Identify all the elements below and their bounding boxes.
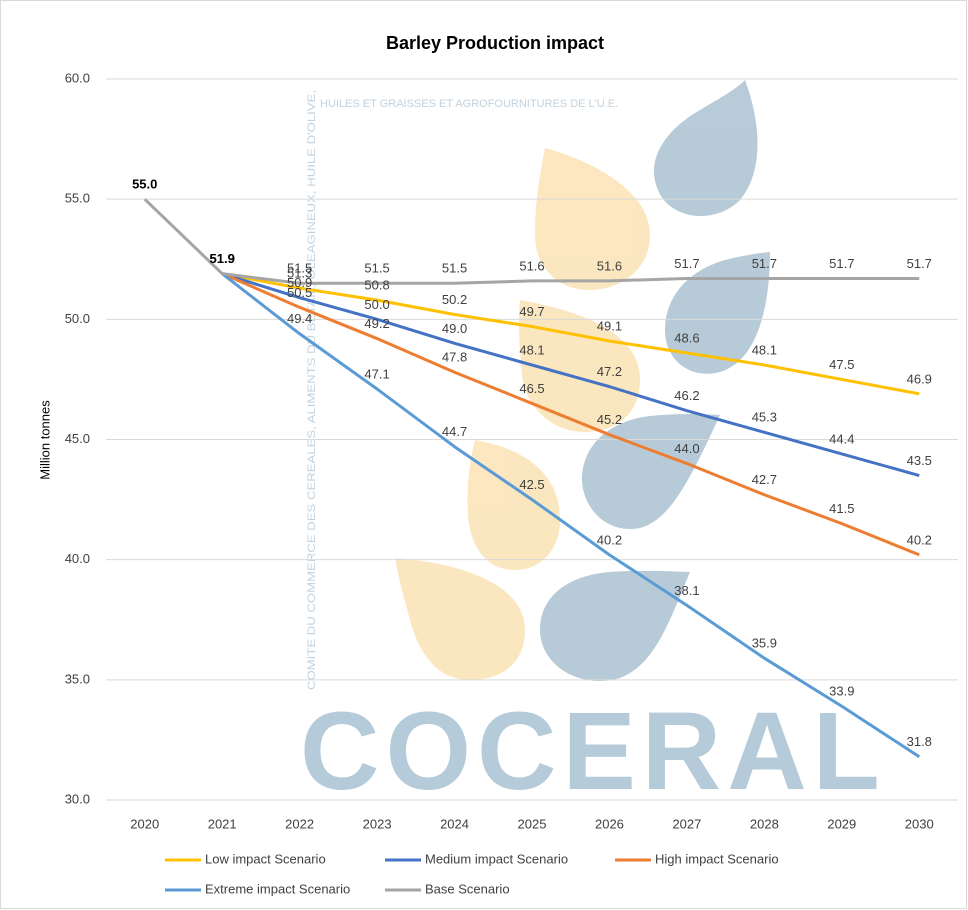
watermark-logo: COCERAL — [300, 690, 886, 813]
x-tick-label: 2030 — [905, 816, 934, 831]
watermark-text: COMITE DU COMMERCE DES CEREALES, ALIMENT… — [306, 90, 318, 690]
legend-label: High impact Scenario — [655, 851, 779, 866]
x-tick-label: 2024 — [440, 816, 469, 831]
y-tick-label: 45.0 — [65, 431, 90, 446]
y-tick-label: 55.0 — [65, 191, 90, 206]
data-label: 51.5 — [287, 261, 312, 276]
x-tick-label: 2028 — [750, 816, 779, 831]
data-label: 50.8 — [364, 278, 389, 293]
data-label: 49.2 — [364, 316, 389, 331]
data-label: 33.9 — [829, 684, 854, 699]
data-label: 46.9 — [907, 371, 932, 386]
data-label: 38.1 — [674, 583, 699, 598]
data-label: 43.5 — [907, 453, 932, 468]
data-label: 51.7 — [907, 256, 932, 271]
data-label: 47.1 — [364, 366, 389, 381]
legend-label: Low impact Scenario — [205, 851, 326, 866]
legend-label: Base Scenario — [425, 881, 510, 896]
data-label: 50.0 — [364, 297, 389, 312]
data-label: 51.6 — [597, 258, 622, 273]
data-label: 49.7 — [519, 304, 544, 319]
x-tick-label: 2022 — [285, 816, 314, 831]
legend-label: Medium impact Scenario — [425, 851, 568, 866]
data-label: 51.7 — [752, 256, 777, 271]
data-label: 48.1 — [752, 342, 777, 357]
data-label: 51.9 — [210, 251, 235, 266]
y-tick-label: 50.0 — [65, 311, 90, 326]
data-label: 47.8 — [442, 350, 467, 365]
x-tick-label: 2026 — [595, 816, 624, 831]
data-label: 51.5 — [442, 261, 467, 276]
data-label: 45.2 — [597, 412, 622, 427]
data-label: 44.4 — [829, 431, 854, 446]
data-label: 51.7 — [674, 256, 699, 271]
data-label: 47.2 — [597, 364, 622, 379]
y-tick-label: 35.0 — [65, 671, 90, 686]
data-label: 50.2 — [442, 292, 467, 307]
data-label: 35.9 — [752, 636, 777, 651]
chart: COCERAL HUILES ET GRAISSES ET AGROFOURNI… — [0, 0, 968, 910]
data-label: 48.6 — [674, 330, 699, 345]
data-label: 50.5 — [287, 285, 312, 300]
data-label: 44.7 — [442, 424, 467, 439]
legend-label: Extreme impact Scenario — [205, 881, 350, 896]
x-tick-label: 2021 — [208, 816, 237, 831]
data-label: 49.1 — [597, 318, 622, 333]
x-tick-label: 2023 — [363, 816, 392, 831]
data-label: 51.5 — [364, 261, 389, 276]
data-label: 55.0 — [132, 177, 157, 192]
data-label: 49.0 — [442, 321, 467, 336]
data-label: 46.2 — [674, 388, 699, 403]
y-axis-title: Million tonnes — [37, 400, 52, 480]
data-label: 41.5 — [829, 501, 854, 516]
data-label: 40.2 — [907, 532, 932, 547]
x-tick-label: 2025 — [518, 816, 547, 831]
data-label: 49.4 — [287, 311, 312, 326]
data-label: 45.3 — [752, 410, 777, 425]
data-label: 44.0 — [674, 441, 699, 456]
x-tick-label: 2029 — [827, 816, 856, 831]
data-label: 46.5 — [519, 381, 544, 396]
data-label: 42.5 — [519, 477, 544, 492]
y-tick-label: 60.0 — [65, 70, 90, 85]
data-label: 51.6 — [519, 258, 544, 273]
x-tick-label: 2020 — [130, 816, 159, 831]
data-label: 51.7 — [829, 256, 854, 271]
y-tick-label: 30.0 — [65, 791, 90, 806]
data-label: 48.1 — [519, 342, 544, 357]
x-tick-label: 2027 — [672, 816, 701, 831]
data-label: 40.2 — [597, 532, 622, 547]
watermark-text: HUILES ET GRAISSES ET AGROFOURNITURES DE… — [320, 98, 618, 110]
chart-title: Barley Production impact — [386, 33, 604, 53]
data-label: 31.8 — [907, 734, 932, 749]
y-tick-label: 40.0 — [65, 551, 90, 566]
data-label: 47.5 — [829, 357, 854, 372]
data-label: 42.7 — [752, 472, 777, 487]
